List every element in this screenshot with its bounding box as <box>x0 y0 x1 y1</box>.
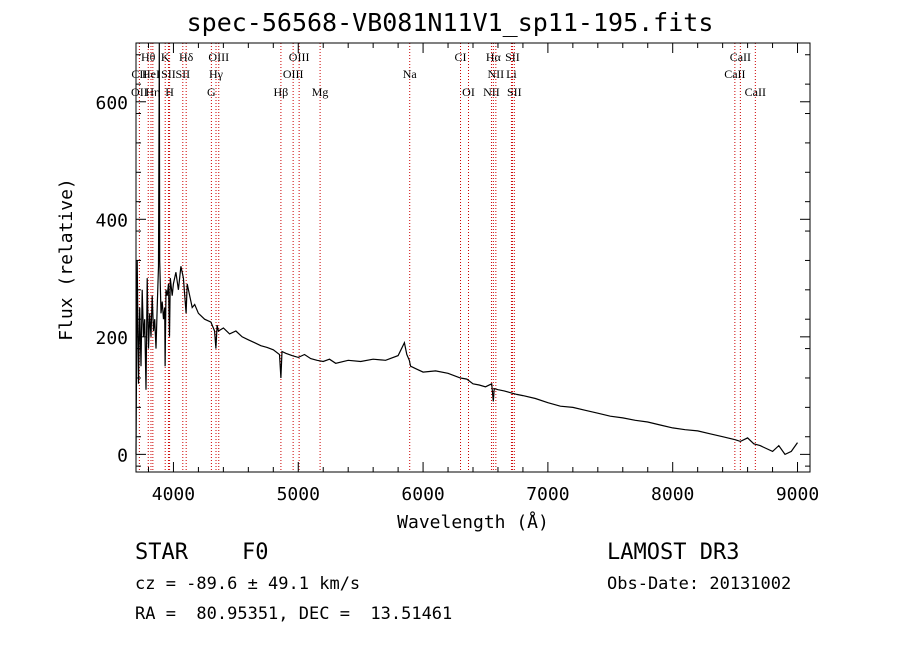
line-label: Mg <box>312 85 329 99</box>
spectrum-series <box>135 42 798 456</box>
line-label: H <box>165 85 174 99</box>
line-label: Hγ <box>209 67 224 81</box>
line-label: HeI <box>142 67 160 81</box>
plot-frame <box>135 42 811 473</box>
line-label: CII <box>131 67 147 81</box>
line-label: Hθ <box>141 50 156 64</box>
x-tick-label: 5000 <box>277 484 320 505</box>
line-label: K <box>161 50 170 64</box>
y-axis-label: Flux (relative) <box>56 178 77 341</box>
line-label: Hβ <box>274 85 289 99</box>
line-label: Na <box>403 67 418 81</box>
flux-line <box>135 42 798 456</box>
y-tick-label: 400 <box>95 210 128 231</box>
line-label: Hδ <box>179 50 194 64</box>
object-subclass: F0 <box>242 540 269 565</box>
axis-ticks <box>136 43 810 472</box>
line-label: G <box>207 85 216 99</box>
y-tick-label: 0 <box>117 445 128 466</box>
line-label: Hα <box>486 50 502 64</box>
line-label: OIII <box>289 50 310 64</box>
survey-name: LAMOST DR3 <box>607 540 740 565</box>
axis-tick-labels: 4000 5000 6000 7000 8000 9000 0 200 400 600 <box>95 93 819 505</box>
x-tick-label: 4000 <box>152 484 195 505</box>
coordinates: RA = 80.95351, DEC = 13.51461 <box>135 604 453 624</box>
x-tick-label: 8000 <box>651 484 694 505</box>
line-label: OIII <box>283 67 304 81</box>
line-label: NII <box>488 67 505 81</box>
line-label: SII <box>161 67 176 81</box>
line-markers <box>138 43 756 472</box>
y-tick-label: 600 <box>95 93 128 114</box>
y-tick-label: 200 <box>95 328 128 349</box>
redshift-velocity: cz = -89.6 ± 49.1 km/s <box>135 574 361 594</box>
line-label: SII <box>507 85 522 99</box>
line-label: OII <box>131 85 148 99</box>
x-tick-label: 6000 <box>401 484 444 505</box>
line-label: Li <box>506 67 517 81</box>
line-label: CaII <box>745 85 766 99</box>
x-axis-label: Wavelength (Å) <box>397 511 549 533</box>
line-label: SII <box>175 67 190 81</box>
line-label: SII <box>505 50 520 64</box>
observation-date: Obs-Date: 20131002 <box>607 574 792 594</box>
x-tick-label: 9000 <box>776 484 819 505</box>
chart-title: spec-56568-VB081N11V1_sp11-195.fits <box>186 8 714 37</box>
line-label: CaII <box>724 67 745 81</box>
line-label: CI <box>455 50 467 64</box>
line-labels: CIIOIIHθHeIHηKSIIHHδSIIOIIIHγGOIIIOIIIHβ… <box>131 50 766 99</box>
x-tick-label: 7000 <box>526 484 569 505</box>
line-label: OI <box>462 85 475 99</box>
line-label: OIII <box>208 50 229 64</box>
line-label: NII <box>483 85 500 99</box>
line-label: CaII <box>730 50 751 64</box>
object-class: STAR <box>135 540 188 565</box>
line-label: Hη <box>145 85 160 99</box>
